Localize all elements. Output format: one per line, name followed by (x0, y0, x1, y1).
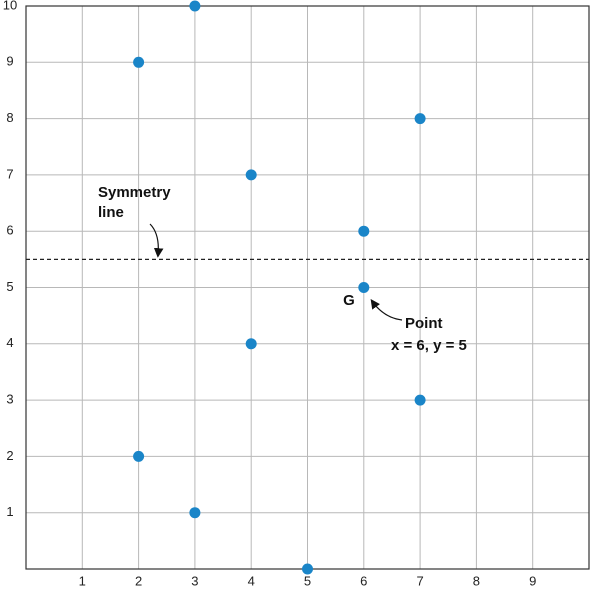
y-tick-label: 2 (6, 448, 13, 463)
x-tick-label: 3 (191, 573, 198, 588)
point (189, 507, 201, 519)
point-label: G (343, 292, 355, 309)
point (358, 225, 370, 237)
point (245, 338, 257, 350)
x-tick-label: 1 (79, 573, 86, 588)
point (414, 394, 426, 406)
point (133, 450, 145, 462)
point (414, 113, 426, 125)
point (302, 563, 313, 575)
symmetry-label: Symmetry (98, 184, 171, 201)
point (133, 56, 145, 68)
y-tick-label: 7 (6, 166, 13, 181)
y-tick-label: 9 (6, 54, 13, 69)
x-tick-label: 6 (360, 573, 367, 588)
point (245, 169, 257, 181)
y-tick-label: 8 (6, 110, 13, 125)
x-tick-label: 7 (416, 573, 423, 588)
x-tick-label: 4 (248, 573, 255, 588)
x-tick-label: 8 (473, 573, 480, 588)
x-tick-label: 5 (304, 573, 311, 588)
point (189, 0, 201, 12)
y-tick-label: 1 (6, 504, 13, 519)
y-tick-label: 10 (3, 0, 17, 12)
y-tick-label: 3 (6, 392, 13, 407)
point-annotation: Point (405, 315, 443, 332)
point (358, 282, 370, 293)
y-tick-label: 6 (6, 223, 13, 238)
point-annotation: x = 6, y = 5 (391, 337, 467, 354)
x-tick-label: 2 (135, 573, 142, 588)
y-tick-label: 4 (6, 335, 13, 350)
x-tick-label: 9 (529, 573, 536, 588)
y-tick-label: 5 (6, 279, 13, 294)
arrow (370, 299, 403, 321)
symmetry-label: line (98, 204, 124, 221)
arrow (149, 223, 164, 258)
